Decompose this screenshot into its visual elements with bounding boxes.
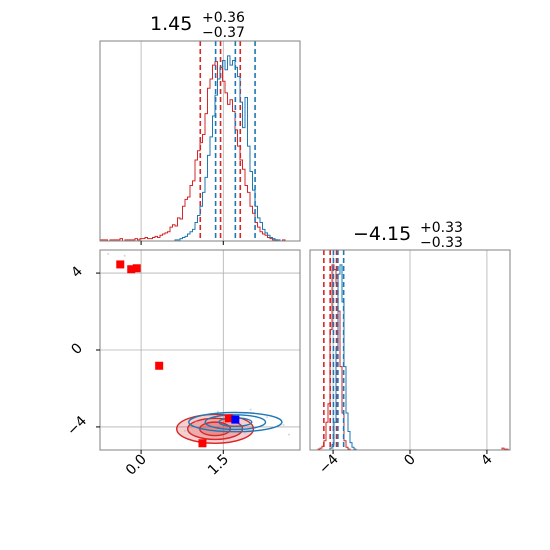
title-value: −4.15 <box>353 223 411 245</box>
red-marker <box>224 414 233 423</box>
sample-point <box>107 252 110 255</box>
hist-step-series_b <box>99 61 300 242</box>
title-plus: +0.33 <box>420 220 463 236</box>
y-tick-label: 0 <box>68 340 86 358</box>
contour-level <box>204 414 267 431</box>
x-tick-label: 0.0 <box>123 452 150 479</box>
x-tick-label: −4 <box>316 451 342 477</box>
red-marker <box>116 260 125 269</box>
title-plus: +0.36 <box>202 10 245 26</box>
red-marker <box>132 264 141 273</box>
title-minus: −0.33 <box>420 235 463 251</box>
sample-point <box>244 431 247 434</box>
red-marker <box>198 439 207 448</box>
panel-hist-bottom-right: −4 0 4 <box>309 249 511 477</box>
panel-hist-top-left <box>99 40 301 245</box>
sample-point <box>216 410 219 413</box>
sample-point <box>282 424 285 426</box>
y-tick-label: 4 <box>68 263 86 281</box>
blue-marker <box>231 415 240 424</box>
sample-point <box>266 416 269 419</box>
sample-point <box>194 420 197 423</box>
sample-point <box>288 433 291 436</box>
x-tick-label: 0 <box>401 452 419 470</box>
panel-frame <box>99 40 301 242</box>
y-tick-label: −4 <box>64 413 90 439</box>
red-marker <box>155 361 164 370</box>
contour-level <box>188 411 283 433</box>
title-minus: −0.37 <box>202 25 245 41</box>
sample-point <box>183 429 186 432</box>
panel-scatter-bottom-left: 0.0 1.5 4 0 −4 <box>64 249 301 479</box>
title-top-left: 1.45 +0.36 −0.37 <box>150 10 245 41</box>
sample-point <box>249 408 252 411</box>
x-tick-label: 1.5 <box>205 452 232 479</box>
x-tick-label: 4 <box>478 451 496 469</box>
red-marker <box>127 265 136 274</box>
sample-point <box>123 254 126 257</box>
title-value: 1.45 <box>150 13 192 35</box>
title-bottom-right: −4.15 +0.33 −0.33 <box>353 220 463 251</box>
